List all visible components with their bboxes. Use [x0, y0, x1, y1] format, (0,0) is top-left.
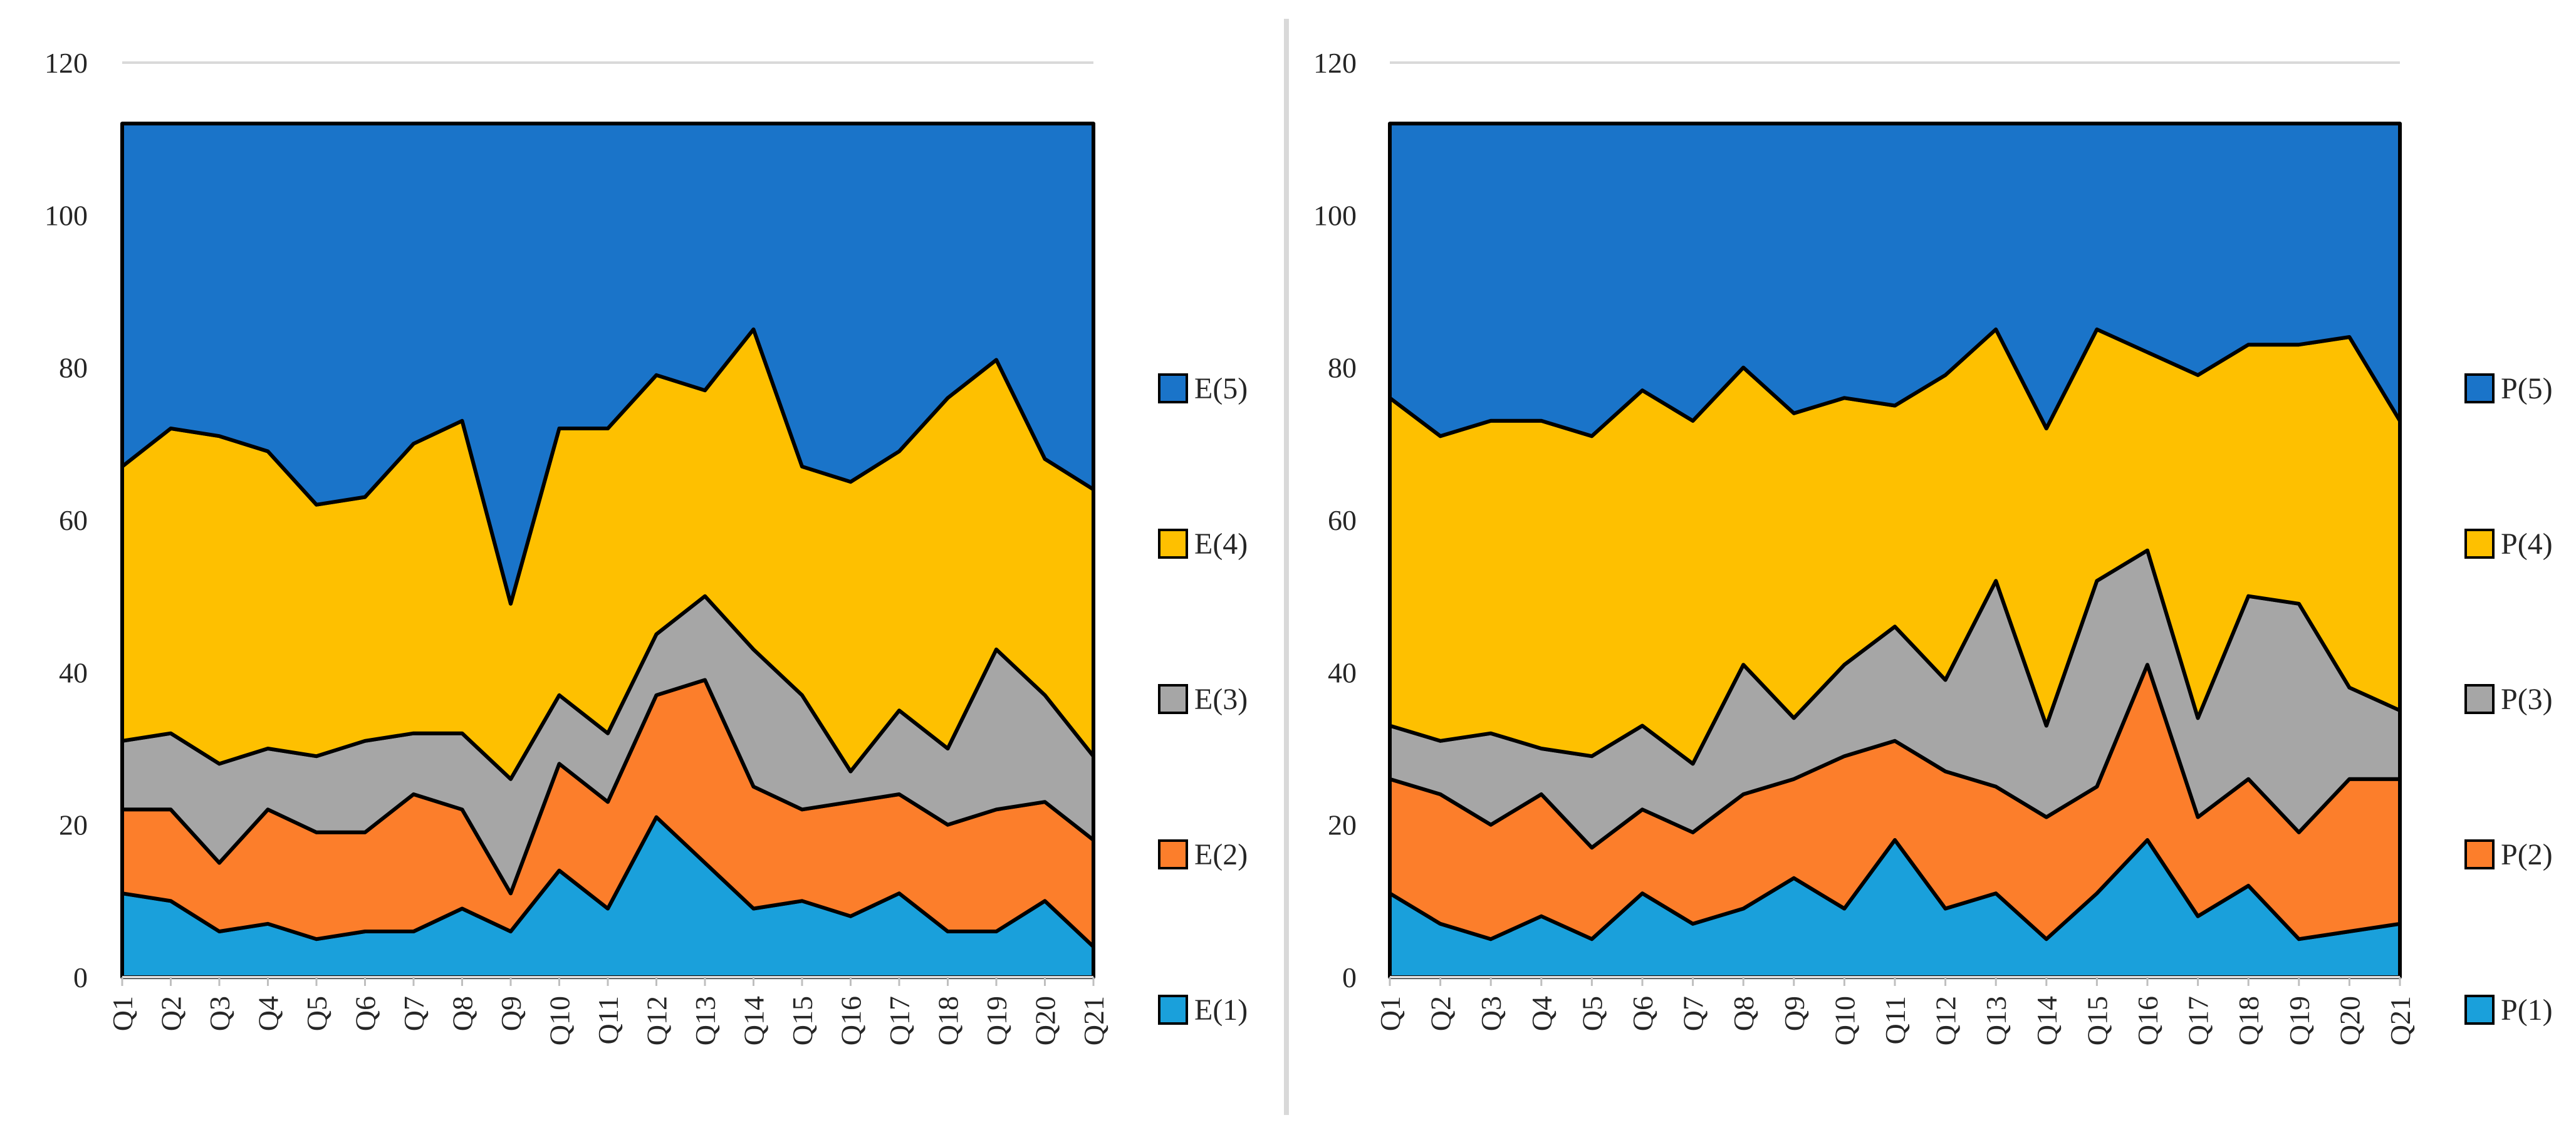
x-tick-label-q18: Q18	[2233, 996, 2265, 1045]
x-tick-label-q6: Q6	[350, 996, 382, 1031]
y-tick-label-120: 120	[1313, 47, 1357, 79]
y-tick-label-80: 80	[59, 352, 88, 384]
x-tick-label-q19: Q19	[2283, 996, 2315, 1045]
y-tick-label-20: 20	[59, 809, 88, 841]
legend-swatch-p4	[2464, 529, 2495, 559]
legend-label-e5: E(5)	[1194, 372, 1248, 405]
y-tick-label-120: 120	[44, 47, 88, 79]
legend: E(5) E(4) E(3) E(2) E(1)	[1158, 372, 1248, 1027]
x-axis-labels: Q1 Q2 Q3 Q4 Q5 Q6 Q7 Q8 Q9 Q10 Q11 Q12 Q13 Q14 Q15 Q16 Q…	[1374, 996, 2416, 1045]
x-tick-label-q13: Q13	[1980, 996, 2012, 1045]
x-tick-label-q20: Q20	[2334, 996, 2365, 1045]
x-tick-label-q13: Q13	[689, 996, 721, 1045]
x-tick-label-q5: Q5	[1576, 996, 1608, 1031]
x-tick-label-q2: Q2	[155, 996, 187, 1031]
y-tick-label-0: 0	[1342, 962, 1357, 993]
legend-swatch-e2	[1158, 839, 1188, 869]
x-tick-label-q10: Q10	[544, 996, 576, 1045]
x-tick-label-q17: Q17	[884, 996, 915, 1045]
x-tick-label-q20: Q20	[1030, 996, 1061, 1045]
x-tick-label-q7: Q7	[1677, 996, 1709, 1031]
y-tick-label-20: 20	[1328, 809, 1357, 841]
y-tick-label-40: 40	[59, 656, 88, 688]
y-tick-label-40: 40	[1328, 656, 1357, 688]
legend-swatch-e4	[1158, 529, 1188, 559]
x-tick-label-q18: Q18	[932, 996, 964, 1045]
legend-swatch-p1	[2464, 995, 2495, 1025]
x-axis	[1389, 976, 2401, 986]
stacked-areas	[120, 122, 1095, 979]
y-axis-ticks: 0 20 40 60 80 100 120	[44, 47, 88, 993]
x-tick-label-q10: Q10	[1828, 996, 1860, 1045]
legend-label-e4: E(4)	[1194, 527, 1248, 561]
x-tick-label-q12: Q12	[1930, 996, 1962, 1045]
x-tick-label-q1: Q1	[1374, 996, 1406, 1031]
x-tick-label-q1: Q1	[107, 996, 138, 1031]
y-axis-ticks: 0 20 40 60 80 100 120	[1313, 47, 1357, 993]
x-tick-label-q14: Q14	[2031, 996, 2063, 1045]
x-tick-label-q16: Q16	[2132, 996, 2164, 1045]
legend-label-e3: E(3)	[1194, 683, 1248, 716]
legend: P(5) P(4) P(3) P(2) P(1)	[2464, 372, 2553, 1027]
x-tick-label-q21: Q21	[1078, 996, 1110, 1045]
legend-swatch-e3	[1158, 684, 1188, 714]
stacked-areas	[1388, 122, 2402, 979]
x-tick-label-q4: Q4	[1526, 996, 1558, 1031]
x-tick-label-q15: Q15	[786, 996, 818, 1045]
y-tick-label-60: 60	[1328, 504, 1357, 536]
x-tick-label-q3: Q3	[1475, 996, 1507, 1031]
y-tick-label-0: 0	[73, 962, 88, 993]
legend-swatch-p3	[2464, 684, 2495, 714]
x-tick-label-q3: Q3	[204, 996, 236, 1031]
legend-label-p3: P(3)	[2501, 683, 2553, 716]
legend-label-e2: E(2)	[1194, 838, 1248, 871]
x-tick-label-q8: Q8	[1728, 996, 1760, 1031]
x-tick-label-q14: Q14	[738, 996, 770, 1045]
y-tick-label-80: 80	[1328, 352, 1357, 384]
area-series-p5	[1388, 122, 2402, 438]
x-tick-label-q2: Q2	[1425, 996, 1457, 1031]
y-tick-label-100: 100	[44, 199, 88, 231]
x-tick-label-q8: Q8	[447, 996, 479, 1031]
legend-swatch-p5	[2464, 373, 2495, 403]
x-axis-labels: Q1 Q2 Q3 Q4 Q5 Q6 Q7 Q8 Q9 Q10 Q11 Q12 Q13 Q14 Q15 Q16 Q…	[107, 996, 1110, 1045]
legend-label-e1: E(1)	[1194, 993, 1248, 1027]
y-tick-label-100: 100	[1313, 199, 1357, 231]
legend-label-p4: P(4)	[2501, 527, 2553, 561]
x-tick-label-q9: Q9	[495, 996, 527, 1031]
legend-label-p5: P(5)	[2501, 372, 2553, 405]
x-tick-label-q6: Q6	[1627, 996, 1659, 1031]
x-tick-label-q17: Q17	[2182, 996, 2214, 1045]
x-axis	[121, 976, 1095, 986]
y-tick-label-60: 60	[59, 504, 88, 536]
legend-swatch-e5	[1158, 373, 1188, 403]
legend-label-p2: P(2)	[2501, 838, 2553, 871]
x-tick-label-q19: Q19	[981, 996, 1013, 1045]
x-tick-label-q16: Q16	[835, 996, 867, 1045]
x-tick-label-q11: Q11	[592, 996, 624, 1045]
x-tick-label-q9: Q9	[1778, 996, 1810, 1031]
x-tick-label-q15: Q15	[2081, 996, 2113, 1045]
legend-swatch-e1	[1158, 995, 1188, 1025]
x-tick-label-q21: Q21	[2384, 996, 2416, 1045]
x-tick-label-q7: Q7	[398, 996, 430, 1031]
x-tick-label-q11: Q11	[1879, 996, 1911, 1045]
legend-label-p1: P(1)	[2501, 993, 2553, 1027]
legend-swatch-p2	[2464, 839, 2495, 869]
x-tick-label-q5: Q5	[301, 996, 333, 1031]
x-tick-label-q4: Q4	[253, 996, 284, 1031]
x-tick-label-q12: Q12	[641, 996, 673, 1045]
area-series-e5	[120, 122, 1095, 606]
